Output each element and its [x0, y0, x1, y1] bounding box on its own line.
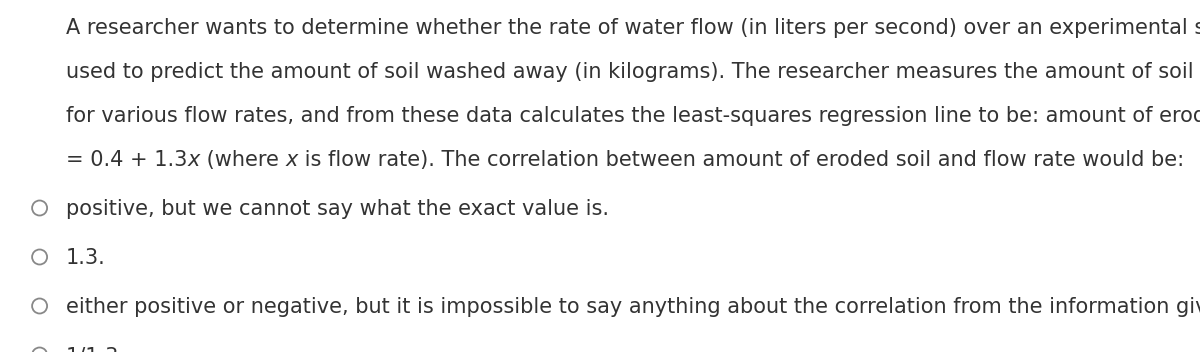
Text: (where: (where: [199, 150, 286, 170]
Text: 1.3.: 1.3.: [66, 248, 106, 268]
Text: 1/1.3.: 1/1.3.: [66, 346, 126, 352]
Text: is flow rate). The correlation between amount of eroded soil and flow rate would: is flow rate). The correlation between a…: [298, 150, 1183, 170]
Text: for various flow rates, and from these data calculates the least-squares regress: for various flow rates, and from these d…: [66, 106, 1200, 126]
Text: x: x: [187, 150, 199, 170]
Text: A researcher wants to determine whether the rate of water flow (in liters per se: A researcher wants to determine whether …: [66, 18, 1200, 38]
Text: either positive or negative, but it is impossible to say anything about the corr: either positive or negative, but it is i…: [66, 297, 1200, 317]
Text: = 0.4 + 1.3: = 0.4 + 1.3: [66, 150, 187, 170]
Text: x: x: [286, 150, 298, 170]
Text: used to predict the amount of soil washed away (in kilograms). The researcher me: used to predict the amount of soil washe…: [66, 62, 1200, 82]
Text: positive, but we cannot say what the exact value is.: positive, but we cannot say what the exa…: [66, 199, 610, 219]
